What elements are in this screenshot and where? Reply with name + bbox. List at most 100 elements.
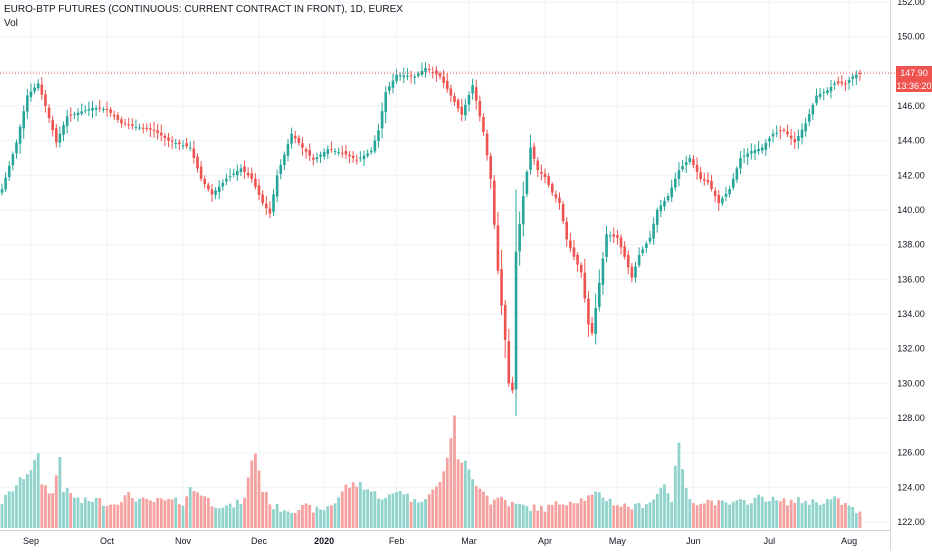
candle-body xyxy=(362,155,366,160)
candle-body xyxy=(435,70,438,75)
candle-body xyxy=(225,178,228,182)
volume-bar xyxy=(214,507,217,528)
volume-bar xyxy=(511,501,514,528)
volume-bar xyxy=(460,462,464,528)
countdown-tag: 13:36:20 xyxy=(896,81,931,91)
candle-body xyxy=(699,172,702,179)
candle-body xyxy=(771,133,775,137)
volume-bar xyxy=(735,500,739,528)
volume-bar xyxy=(496,497,500,528)
candle-body xyxy=(569,240,572,249)
candle-body xyxy=(264,203,268,209)
candle-body xyxy=(840,81,844,84)
volume-bar xyxy=(561,504,565,528)
candle-body xyxy=(420,70,424,75)
candle-body xyxy=(623,246,626,257)
volume-bar xyxy=(7,491,11,528)
candle-body xyxy=(254,178,257,187)
volume-bar xyxy=(15,485,18,528)
volume-bar xyxy=(174,497,178,528)
candle-body xyxy=(47,107,51,119)
candle-body xyxy=(80,111,83,114)
volume-bar xyxy=(101,505,105,528)
volume-bar xyxy=(358,482,362,528)
candle-body xyxy=(7,165,11,178)
candle-body xyxy=(427,68,431,71)
volume-bar xyxy=(804,500,808,528)
volume-bar xyxy=(677,442,681,528)
volume-bar xyxy=(539,505,543,528)
volume-bar xyxy=(565,505,569,528)
volume-bar xyxy=(94,497,98,528)
candle-body xyxy=(818,93,822,98)
candle-body xyxy=(764,142,768,150)
candle-body xyxy=(203,178,207,184)
volume-bar xyxy=(435,486,438,528)
volume-bar xyxy=(293,513,297,528)
volume-bar xyxy=(340,491,344,528)
candle-body xyxy=(290,133,293,144)
candle-body xyxy=(196,156,199,169)
volume-bar xyxy=(605,501,608,528)
candle-body xyxy=(619,237,623,248)
candle-body xyxy=(15,142,18,154)
volume-bar xyxy=(40,484,44,528)
volume-bar xyxy=(246,477,250,528)
volume-bar xyxy=(782,498,786,528)
candle-body xyxy=(424,67,427,72)
candle-body xyxy=(11,154,15,166)
candle-body xyxy=(62,125,65,135)
candle-body xyxy=(652,223,655,239)
candle-body xyxy=(351,155,355,158)
candle-body xyxy=(22,111,26,129)
volume-bar xyxy=(424,499,427,528)
candle-body xyxy=(131,124,134,126)
volume-bar xyxy=(384,497,388,528)
volume-bar xyxy=(655,493,659,528)
volume-bar xyxy=(243,497,246,528)
volume-bar xyxy=(391,493,395,528)
candle-body xyxy=(735,168,739,180)
candle-body xyxy=(214,190,217,195)
candle-body xyxy=(858,73,862,75)
volume-bar xyxy=(54,475,58,528)
volume-bar xyxy=(568,501,572,528)
candle-body xyxy=(417,73,420,76)
volume-bar xyxy=(210,506,214,528)
candle-body xyxy=(272,194,275,212)
last-price-tag-bg xyxy=(896,66,932,79)
volume-bar xyxy=(369,491,373,528)
candle-body xyxy=(724,193,728,197)
candle-body xyxy=(319,154,322,157)
volume-bar xyxy=(275,503,279,528)
volume-bar xyxy=(25,474,29,528)
volume-bar xyxy=(29,470,33,528)
volume-bar xyxy=(322,510,326,528)
candle-body xyxy=(178,142,181,145)
candle-body xyxy=(710,180,713,190)
y-tick-label: 128.00 xyxy=(897,413,925,423)
x-tick-label: Oct xyxy=(100,536,115,546)
candle-body xyxy=(167,137,170,141)
candle-body xyxy=(268,208,272,214)
volume-bar xyxy=(641,507,645,528)
candle-body xyxy=(855,74,858,79)
volume-bar xyxy=(442,471,446,528)
candle-body xyxy=(608,235,612,237)
candle-body xyxy=(192,148,196,158)
volume-bar xyxy=(398,491,402,528)
volume-bar xyxy=(485,495,489,528)
candle-body xyxy=(188,147,192,149)
candle-body xyxy=(55,128,58,143)
candle-body xyxy=(844,83,847,85)
candle-body xyxy=(344,151,348,155)
volume-bar xyxy=(268,504,272,528)
volume-bar xyxy=(413,499,417,528)
volume-bar xyxy=(482,491,485,528)
volume-bar xyxy=(854,513,858,528)
y-tick-label: 130.00 xyxy=(897,378,925,388)
volume-bar xyxy=(644,504,648,528)
volume-bar xyxy=(438,481,442,528)
